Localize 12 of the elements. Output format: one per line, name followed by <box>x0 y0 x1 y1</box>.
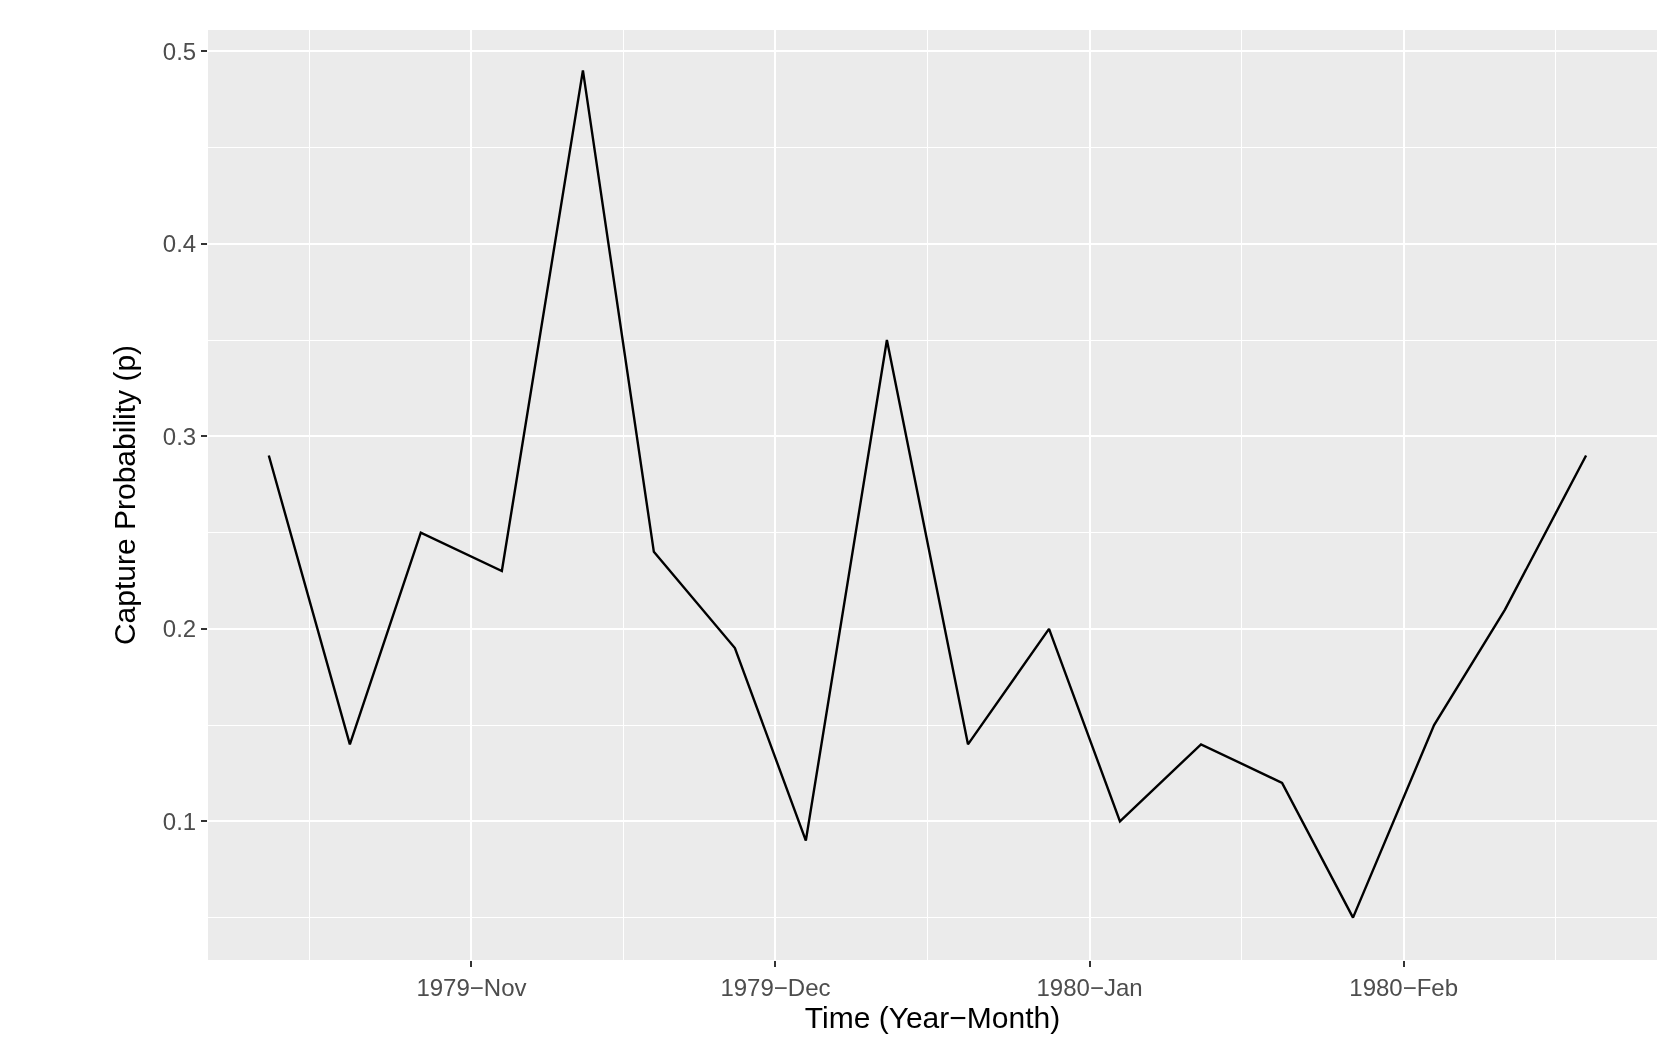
y-tick-label: 0.3 <box>162 422 197 450</box>
y-tick-label: 0.2 <box>162 615 197 643</box>
y-axis-title: Capture Probability (p) <box>107 344 141 646</box>
x-tick-label: 1980−Feb <box>1349 973 1459 1001</box>
x-tick-label: 1980−Jan <box>1036 973 1143 1001</box>
y-tick-label: 0.1 <box>162 807 197 835</box>
line-series <box>267 69 1588 919</box>
x-tick-label: 1979−Dec <box>720 973 831 1001</box>
y-tick-label: 0.5 <box>162 37 197 65</box>
x-axis-title: Time (Year−Month) <box>804 1000 1061 1034</box>
x-tick-label: 1979−Nov <box>416 973 527 1001</box>
y-tick-label: 0.4 <box>162 230 197 258</box>
